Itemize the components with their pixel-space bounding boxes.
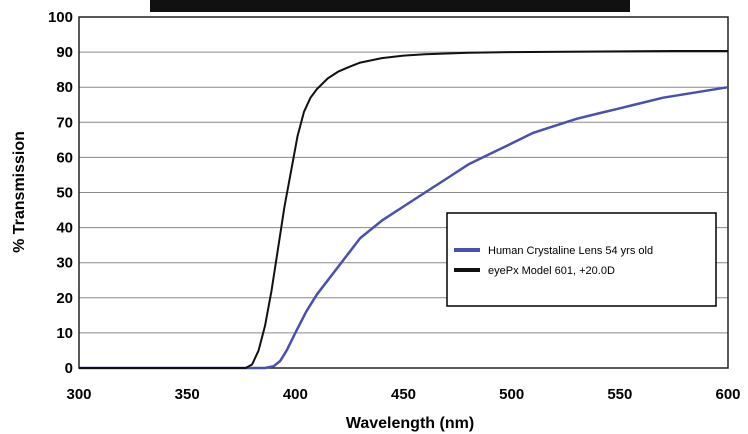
legend-label-human-lens: Human Crystaline Lens 54 yrs old	[488, 245, 653, 257]
tick-labels: 0 10 20 30 40 50 60 70 80 90 100 300 350 400 450 500 550…	[48, 9, 741, 403]
x-tick-label: 500	[499, 386, 524, 403]
legend-box	[446, 212, 717, 307]
series-line-eyepx-601	[79, 50, 728, 369]
x-tick-label: 300	[66, 386, 91, 403]
y-tick-label: 50	[56, 185, 73, 202]
x-tick-label: 350	[175, 386, 200, 403]
y-tick-label: 40	[56, 220, 73, 237]
series-line-human-lens	[79, 85, 729, 370]
series-layer	[79, 50, 729, 370]
y-tick-label: 90	[56, 44, 73, 61]
grid-lines	[79, 16, 728, 369]
y-tick-label: 20	[56, 290, 73, 307]
y-tick-label: 10	[56, 325, 73, 342]
y-tick-label: 60	[56, 149, 73, 166]
x-tick-label: 450	[391, 386, 416, 403]
y-tick-label: 100	[48, 9, 73, 26]
x-axis-title: Wavelength (nm)	[346, 415, 474, 432]
title-strip	[150, 0, 630, 12]
y-tick-label: 0	[65, 360, 73, 377]
x-tick-label: 400	[283, 386, 308, 403]
x-tick-label: 600	[715, 386, 740, 403]
x-tick-label: 550	[607, 386, 632, 403]
y-axis-title: % Transmission	[11, 131, 28, 253]
y-tick-label: 30	[56, 255, 73, 272]
plot-area-frame	[78, 16, 729, 369]
y-tick-label: 70	[56, 114, 73, 131]
legend-label-eyepx: eyePx Model 601, +20.0D	[488, 265, 615, 277]
legend: Human Crystaline Lens 54 yrs old eyePx M…	[446, 212, 717, 307]
y-tick-label: 80	[56, 79, 73, 96]
